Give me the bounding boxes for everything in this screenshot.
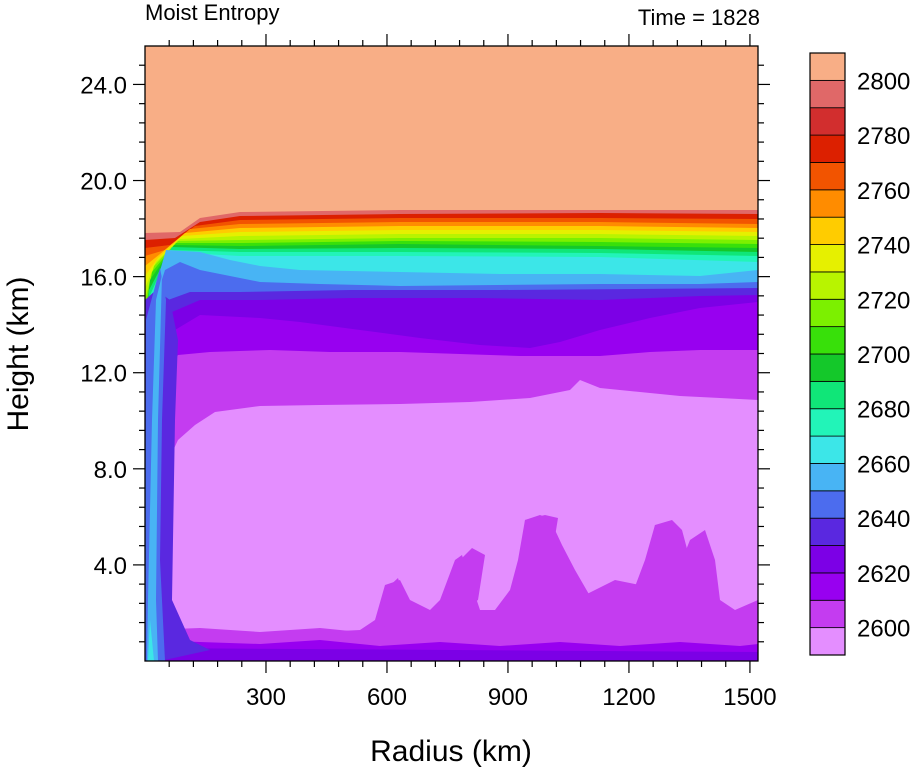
colorbar-label: 2760	[857, 178, 910, 205]
colorbar-label: 2700	[857, 342, 910, 369]
x-tick-label: 1200	[602, 684, 655, 711]
colorbar-swatch	[809, 599, 846, 629]
colorbar-swatch	[809, 463, 846, 492]
colorbar-swatch	[809, 189, 846, 218]
colorbar-swatch	[809, 298, 846, 328]
colorbar-swatch	[809, 380, 846, 410]
plume-2	[640, 520, 690, 620]
axis-ticks	[133, 34, 770, 673]
plume-3	[460, 548, 485, 610]
colorbar-frame	[809, 52, 846, 656]
plume-4	[380, 578, 405, 630]
colorbar-swatch	[809, 107, 846, 136]
colorbar-swatch	[809, 134, 846, 163]
x-tick-label: 1500	[723, 684, 776, 711]
y-axis-label: Height (km)	[2, 276, 35, 431]
colorbar-swatch	[809, 435, 846, 464]
x-tick-labels: 300 600 900 1200 1500	[246, 684, 777, 711]
colorbar-swatch	[809, 353, 846, 382]
colorbar-swatch	[809, 490, 846, 519]
colorbar-label: 2640	[857, 506, 910, 533]
x-tick-label: 600	[367, 684, 407, 711]
colorbar-swatch	[809, 216, 846, 245]
plume-1	[520, 515, 558, 600]
chart-title-right: Time = 1828	[638, 5, 760, 30]
eyewall-column-2660	[147, 275, 162, 661]
colorbar-swatch	[809, 244, 846, 273]
x-axis-label: Radius (km)	[370, 735, 532, 768]
colorbar-swatch	[809, 517, 846, 546]
x-tick-label: 300	[246, 684, 286, 711]
y-tick-label: 24.0	[80, 72, 127, 99]
colorbar-label: 2800	[857, 68, 910, 95]
colorbar-label: 2620	[857, 561, 910, 588]
colorbar-swatch	[809, 271, 846, 300]
y-tick-label: 20.0	[80, 169, 127, 196]
colorbar-label: 2740	[857, 233, 910, 260]
eyewall-column-2670	[148, 620, 154, 661]
y-tick-label: 16.0	[80, 265, 127, 292]
colorbar-label: 2680	[857, 397, 910, 424]
contour-field	[145, 46, 758, 661]
colorbar-swatch	[809, 627, 846, 656]
chart-title-left: Moist Entropy	[145, 0, 280, 25]
x-tick-label: 900	[488, 684, 528, 711]
y-tick-label: 4.0	[94, 553, 127, 580]
colorbar-swatch	[809, 79, 846, 109]
y-tick-label: 12.0	[80, 361, 127, 388]
colorbar-swatch	[809, 326, 846, 355]
colorbar-swatch	[809, 408, 846, 437]
surface-band-2630	[145, 648, 758, 661]
colorbar-swatch	[809, 545, 846, 574]
colorbar-swatch	[809, 52, 846, 81]
colorbar-label: 2780	[857, 123, 910, 150]
colorbar-label: 2720	[857, 287, 910, 314]
y-tick-label: 8.0	[94, 457, 127, 484]
colorbar-label: 2600	[857, 616, 910, 643]
plume-5	[580, 580, 640, 640]
colorbar: 2600 2620 2640 2660 2680 2700 2720 2740 2760 2780…	[809, 52, 910, 656]
colorbar-swatch	[809, 572, 846, 601]
colorbar-label: 2660	[857, 451, 910, 478]
colorbar-swatch	[809, 162, 846, 191]
y-tick-labels: 4.0 8.0 12.0 16.0 20.0 24.0	[80, 72, 127, 579]
